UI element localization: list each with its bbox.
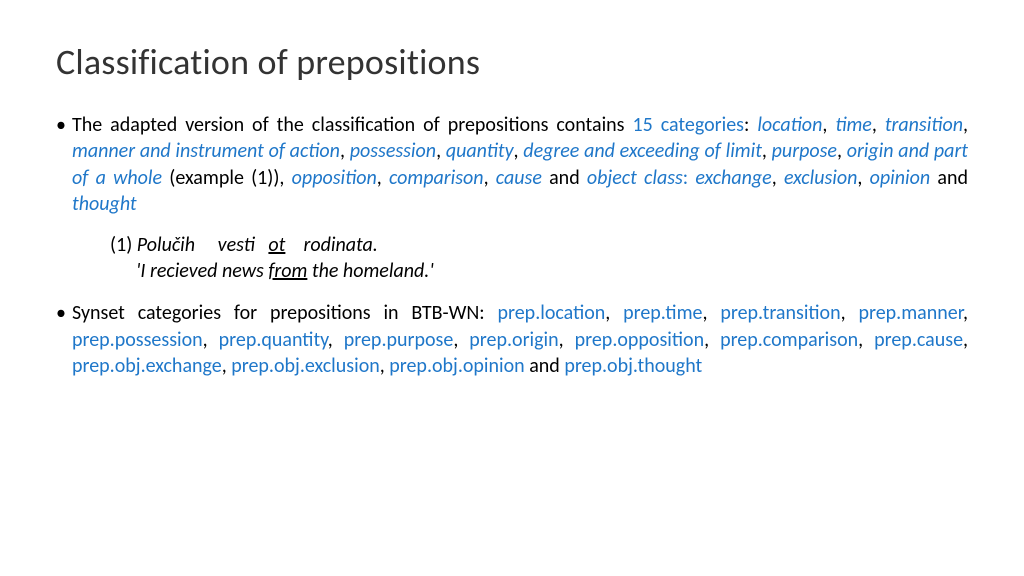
bullet-classification: The adapted version of the classificatio… (56, 112, 968, 218)
sy-0: prep.location (498, 301, 606, 325)
slide-title: Classification of prepositions (56, 40, 968, 84)
b1-count: 15 categories (632, 113, 744, 137)
oc-0: exchange (695, 166, 771, 190)
mcat-2: cause (496, 166, 542, 190)
sy-5: prep.quantity (219, 328, 328, 352)
b1-exref: (example (1)), (162, 166, 292, 190)
cat-3: manner and instrument of action (72, 139, 340, 163)
obj-class: object class (587, 166, 683, 190)
ex-l1a: Polučih (137, 233, 195, 257)
oc-2: opinion (870, 166, 931, 190)
b2-and: and (525, 354, 565, 378)
mcat-1: comparison (389, 166, 484, 190)
sy-3: prep.manner (858, 301, 963, 325)
cat-7: purpose (772, 139, 837, 163)
sy-last: prep.obj.thought (564, 354, 702, 378)
sy-12: prep.obj.exclusion (231, 354, 380, 378)
sy-8: prep.opposition (575, 328, 704, 352)
body-list: The adapted version of the classificatio… (56, 112, 968, 218)
cat-4: possession (350, 139, 436, 163)
sy-2: prep.transition (720, 301, 840, 325)
cat-6: degree and exceeding of limit (523, 139, 762, 163)
body-list-2: Synset categories for prepositions in BT… (56, 300, 968, 379)
ex-l2a: 'I recieved news (136, 259, 268, 283)
sy-9: prep.comparison (720, 328, 858, 352)
ex-num: (1) (110, 233, 137, 257)
example-line-1: (1) Polučih vesti ot rodinata. (110, 232, 968, 258)
cat-0: location (757, 113, 822, 137)
sy-1: prep.time (623, 301, 702, 325)
ex-l2c: the homeland.' (307, 259, 433, 283)
sy-13: prep.obj.opinion (389, 354, 524, 378)
mcat-0: opposition (292, 166, 377, 190)
b1-and1: and (542, 166, 587, 190)
example-block: (1) Polučih vesti ot rodinata. 'I reciev… (110, 232, 968, 285)
sy-7: prep.origin (469, 328, 558, 352)
oc-last: thought (72, 192, 137, 216)
ex-l1b: vesti (218, 233, 255, 257)
oc-1: exclusion (784, 166, 857, 190)
b1-colon2: : (683, 166, 696, 190)
bullet-synsets: Synset categories for prepositions in BT… (56, 300, 968, 379)
sy-11: prep.obj.exchange (72, 354, 222, 378)
b1-colon: : (744, 113, 757, 137)
cat-1: time (835, 113, 872, 137)
cat-2: transition (885, 113, 963, 137)
slide: Classification of prepositions The adapt… (0, 0, 1024, 576)
sy-4: prep.possession (72, 328, 203, 352)
example-line-2: 'I recieved news from the homeland.' (110, 258, 968, 284)
ex-l2b: from (268, 259, 307, 283)
b1-intro: The adapted version of the classificatio… (72, 113, 632, 137)
sy-6: prep.purpose (344, 328, 454, 352)
b1-and2: and (930, 166, 968, 190)
cat-5: quantity (446, 139, 514, 163)
sy-10: prep.cause (874, 328, 963, 352)
ex-l1c: ot (268, 233, 285, 257)
ex-l1d: rodinata. (303, 233, 377, 257)
b2-intro: Synset categories for prepositions in BT… (72, 301, 498, 325)
